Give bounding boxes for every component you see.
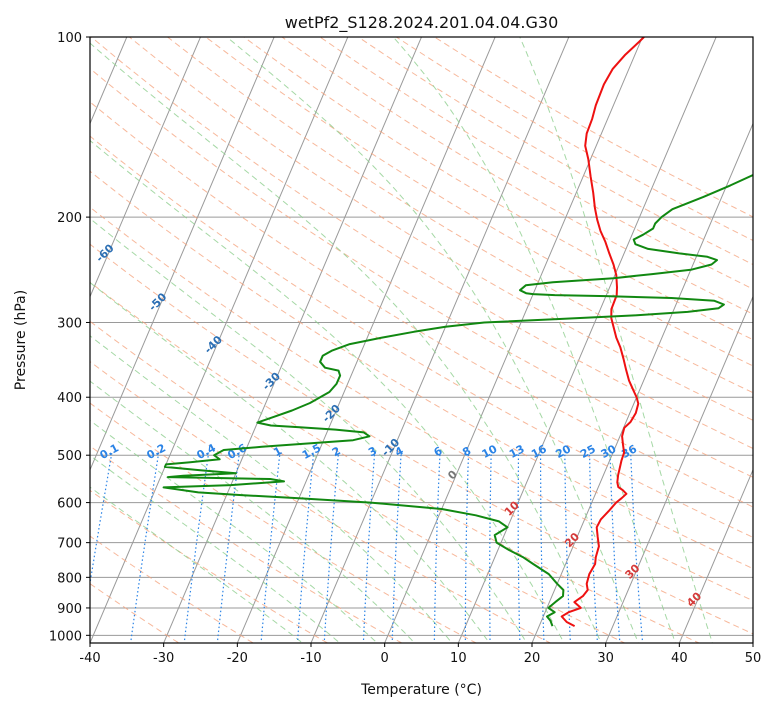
dry-adiabat bbox=[90, 489, 329, 643]
dry-adiabat bbox=[129, 37, 753, 421]
dry-adiabat bbox=[281, 37, 753, 315]
y-tick-label: 500 bbox=[57, 449, 82, 464]
dry-adiabat bbox=[90, 135, 753, 538]
dry-adiabat bbox=[90, 206, 753, 602]
isotherm-line bbox=[678, 468, 753, 643]
dry-adiabat bbox=[90, 101, 753, 508]
mixing-ratio-label: 13 bbox=[507, 442, 527, 461]
chart-title: wetPf2_S128.2024.201.04.04.G30 bbox=[285, 13, 559, 33]
isotherm-line bbox=[90, 37, 275, 472]
x-tick-label: 30 bbox=[597, 651, 614, 666]
dry-adiabat bbox=[90, 445, 403, 643]
y-tick-label: 400 bbox=[57, 391, 82, 406]
moist-adiabat bbox=[90, 139, 565, 643]
mixing-ratio-line bbox=[183, 452, 210, 643]
mixing-ratio-line bbox=[90, 452, 113, 587]
dry-adiabat bbox=[90, 281, 701, 643]
isotherm-line bbox=[605, 295, 753, 643]
mixing-ratio-label: 16 bbox=[529, 442, 549, 461]
moist-adiabat bbox=[90, 486, 304, 643]
axes: -40 -30 -20 -10 0 10 20 30 40 50 100 200 300 400 500 60… bbox=[49, 31, 761, 666]
y-tick-label: 900 bbox=[57, 602, 82, 617]
dry-adiabat bbox=[90, 243, 753, 635]
mixing-ratio-line bbox=[362, 452, 376, 643]
moist-adiabat bbox=[226, 37, 639, 643]
x-tick-label: -10 bbox=[300, 651, 321, 666]
mixing-ratio-line bbox=[216, 452, 240, 643]
mixing-ratio-label: 25 bbox=[578, 442, 598, 461]
x-tick-label: -20 bbox=[227, 651, 248, 666]
y-tick-label: 800 bbox=[57, 571, 82, 586]
x-tick-label: 50 bbox=[745, 651, 762, 666]
mixing-ratio-label: 30 bbox=[599, 442, 619, 461]
dry-adiabat bbox=[90, 535, 255, 643]
y-tick-label: 100 bbox=[57, 31, 82, 46]
x-axis-label: Temperature (°C) bbox=[360, 682, 482, 698]
mixing-ratio-line bbox=[609, 452, 621, 643]
dry-adiabat bbox=[90, 402, 478, 643]
mixing-ratio-line bbox=[540, 452, 545, 643]
mixing-ratio-label: 10 bbox=[480, 442, 500, 461]
isotherm-line bbox=[163, 37, 423, 643]
x-tick-label: 0 bbox=[381, 651, 389, 666]
y-tick-label: 1000 bbox=[49, 629, 82, 644]
y-tick-label: 300 bbox=[57, 316, 82, 331]
mixing-ratio-label: 36 bbox=[619, 442, 639, 461]
mixing-ratio-line bbox=[296, 452, 315, 643]
moist-adiabat bbox=[90, 380, 416, 643]
mixing-ratio-line bbox=[323, 452, 340, 643]
x-tick-label: 40 bbox=[671, 651, 688, 666]
isotherm-line bbox=[90, 37, 349, 643]
moist-adiabat bbox=[90, 281, 491, 643]
y-tick-label: 600 bbox=[57, 497, 82, 512]
isotherm-line bbox=[531, 122, 753, 643]
mixing-ratio-label: 20 bbox=[553, 442, 573, 461]
moist-adiabat bbox=[90, 217, 528, 643]
y-axis-label: Pressure (hPa) bbox=[13, 290, 29, 390]
isotherm-line bbox=[236, 37, 496, 643]
moist-adiabat bbox=[519, 37, 713, 643]
dewpoint-line bbox=[162, 173, 753, 627]
x-tick-label: -40 bbox=[79, 651, 100, 666]
x-tick-label: -30 bbox=[153, 651, 174, 666]
moist-adiabat bbox=[90, 335, 453, 643]
dry-adiabat bbox=[90, 170, 753, 570]
isotherm-line bbox=[90, 37, 202, 298]
dry-adiabat bbox=[243, 37, 753, 341]
plot-area: 0.10.20.40.611.52346810131620253036-100-… bbox=[90, 37, 753, 643]
temperature-line bbox=[560, 37, 645, 627]
moist-adiabat bbox=[392, 37, 676, 643]
isotherm-line bbox=[384, 37, 644, 643]
mixing-ratio-line bbox=[260, 452, 281, 643]
y-tick-label: 700 bbox=[57, 537, 82, 552]
dry-adiabat bbox=[90, 360, 552, 643]
moist-adiabat bbox=[90, 42, 602, 643]
y-tick-label: 200 bbox=[57, 211, 82, 226]
x-tick-label: 20 bbox=[524, 651, 541, 666]
x-tick-label: 10 bbox=[450, 651, 467, 666]
dry-adiabat bbox=[90, 37, 753, 450]
isotherm-line bbox=[310, 37, 570, 643]
mixing-ratio-line bbox=[588, 452, 599, 643]
mixing-ratio-line bbox=[630, 452, 644, 643]
mixing-ratio-line bbox=[129, 452, 160, 643]
dry-adiabat bbox=[90, 320, 626, 643]
plot-frame bbox=[89, 36, 754, 644]
